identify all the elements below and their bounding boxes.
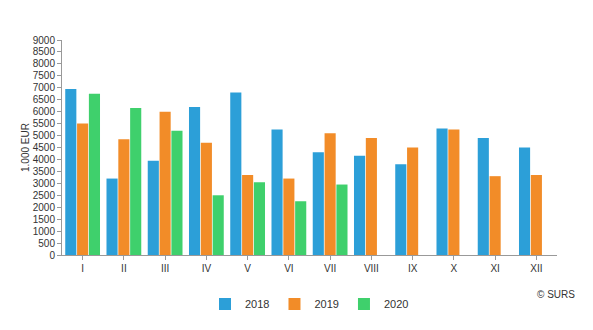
- svg-text:0: 0: [49, 250, 55, 261]
- svg-text:VII: VII: [324, 263, 336, 274]
- svg-text:X: X: [451, 263, 458, 274]
- svg-text:XII: XII: [530, 263, 542, 274]
- svg-text:VI: VI: [284, 263, 293, 274]
- svg-text:1.000 EUR: 1.000 EUR: [20, 123, 31, 172]
- svg-text:IV: IV: [202, 263, 212, 274]
- svg-text:2019: 2019: [314, 298, 338, 310]
- svg-text:5500: 5500: [33, 118, 56, 129]
- svg-text:500: 500: [38, 238, 55, 249]
- svg-text:2018: 2018: [245, 298, 269, 310]
- svg-text:4500: 4500: [33, 142, 56, 153]
- svg-text:7000: 7000: [33, 82, 56, 93]
- svg-text:4000: 4000: [33, 154, 56, 165]
- svg-text:2500: 2500: [33, 190, 56, 201]
- svg-text:II: II: [121, 263, 127, 274]
- svg-text:V: V: [244, 263, 251, 274]
- svg-text:© SURS: © SURS: [537, 289, 575, 300]
- svg-text:1000: 1000: [33, 226, 56, 237]
- svg-text:6000: 6000: [33, 106, 56, 117]
- svg-text:9000: 9000: [33, 35, 56, 46]
- svg-text:2020: 2020: [384, 298, 408, 310]
- svg-text:IX: IX: [408, 263, 418, 274]
- svg-text:XI: XI: [490, 263, 499, 274]
- svg-text:6500: 6500: [33, 94, 56, 105]
- svg-text:8000: 8000: [33, 58, 56, 69]
- svg-text:2000: 2000: [33, 202, 56, 213]
- svg-text:3500: 3500: [33, 166, 56, 177]
- svg-text:III: III: [161, 263, 169, 274]
- svg-text:VIII: VIII: [364, 263, 379, 274]
- svg-text:7500: 7500: [33, 70, 56, 81]
- svg-text:5000: 5000: [33, 130, 56, 141]
- svg-text:8500: 8500: [33, 46, 56, 57]
- svg-text:I: I: [81, 263, 84, 274]
- svg-text:3000: 3000: [33, 178, 56, 189]
- svg-text:1500: 1500: [33, 214, 56, 225]
